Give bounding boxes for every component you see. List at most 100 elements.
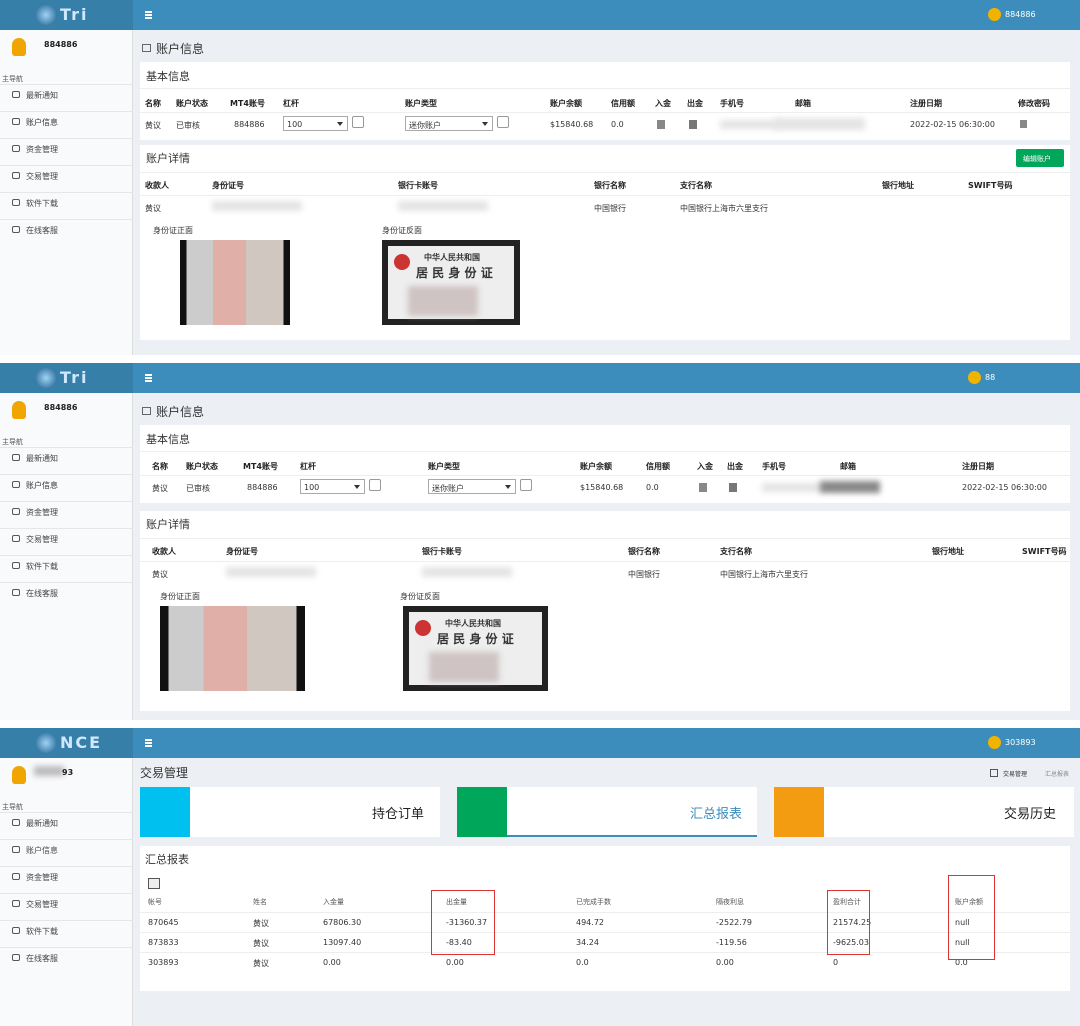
- nav-item[interactable]: 资金管理: [26, 508, 58, 517]
- column-header: 出金: [727, 462, 743, 471]
- avatar: [12, 38, 26, 56]
- edit-button[interactable]: 编辑账户: [1016, 149, 1064, 167]
- nav-item[interactable]: 在线客服: [26, 954, 58, 963]
- nav-icon[interactable]: [12, 900, 20, 907]
- column-header: 已完成手数: [576, 898, 611, 906]
- logo-bar: Tri: [0, 363, 133, 393]
- nav-icon[interactable]: [12, 873, 20, 880]
- details-box: 账户详情 编辑账户 收款人 身份证号 银行卡账号 银行名称 支行名称 银行地址 SWIFT号码黄…: [140, 145, 1070, 340]
- column-header: 银行卡账号: [398, 181, 438, 190]
- nav-divider: [0, 555, 133, 556]
- tab[interactable]: 汇总报表: [457, 787, 757, 837]
- nav-icon[interactable]: [12, 145, 20, 152]
- nav-item[interactable]: 软件下载: [26, 927, 58, 936]
- column-header: 账户类型: [405, 99, 437, 108]
- tab-label[interactable]: 交易历史: [1004, 807, 1057, 822]
- cell-branch: 中国银行上海市六里支行: [680, 204, 768, 213]
- menu-toggle[interactable]: [145, 742, 152, 744]
- menu-toggle[interactable]: [145, 11, 152, 13]
- user-avatar[interactable]: [968, 371, 981, 384]
- nav-item[interactable]: 软件下载: [26, 562, 58, 571]
- nav-icon[interactable]: [12, 535, 20, 542]
- edit-icon[interactable]: [369, 479, 381, 491]
- nav-item[interactable]: 账户信息: [26, 481, 58, 490]
- cell: 21574.25: [833, 918, 872, 927]
- tab[interactable]: 交易历史: [774, 787, 1074, 837]
- nav-icon[interactable]: [12, 589, 20, 596]
- menu-toggle[interactable]: [145, 17, 152, 19]
- calendar-icon[interactable]: [148, 878, 160, 889]
- nav-icon[interactable]: [12, 846, 20, 853]
- select[interactable]: 100: [300, 479, 365, 494]
- nav-icon[interactable]: [12, 927, 20, 934]
- nav-icon[interactable]: [12, 481, 20, 488]
- nav-icon[interactable]: [12, 454, 20, 461]
- nav-item[interactable]: 在线客服: [26, 226, 58, 235]
- nav-item[interactable]: 资金管理: [26, 873, 58, 882]
- nav-item[interactable]: 最新通知: [26, 819, 58, 828]
- section-title: 汇总报表: [145, 853, 189, 866]
- section-title: 账户详情: [146, 518, 190, 531]
- tab[interactable]: 持仓订单: [140, 787, 440, 837]
- nav-item[interactable]: 最新通知: [26, 454, 58, 463]
- cell-reg-date: 2022-02-15 06:30:00: [962, 483, 1047, 492]
- user-avatar[interactable]: [988, 736, 1001, 749]
- nav-icon[interactable]: [12, 819, 20, 826]
- cell-balance: $15840.68: [580, 483, 624, 492]
- menu-toggle[interactable]: [145, 739, 152, 741]
- row-divider: [140, 195, 1070, 196]
- nav-icon[interactable]: [12, 508, 20, 515]
- nav-icon[interactable]: [12, 118, 20, 125]
- nav-item[interactable]: 交易管理: [26, 535, 58, 544]
- user-name[interactable]: 88: [985, 373, 996, 382]
- blurred-area: [212, 201, 302, 211]
- select[interactable]: 迷你账户: [428, 479, 516, 494]
- tab-label[interactable]: 持仓订单: [372, 807, 425, 822]
- nav-icon[interactable]: [12, 562, 20, 569]
- logo-text: Tri: [60, 368, 89, 387]
- nav-item[interactable]: 账户信息: [26, 846, 58, 855]
- user-name[interactable]: 303893: [1005, 738, 1036, 747]
- nav-icon[interactable]: [12, 91, 20, 98]
- lock-icon[interactable]: [1020, 120, 1027, 128]
- nav-item[interactable]: 最新通知: [26, 91, 58, 100]
- user-name[interactable]: 884886: [1005, 10, 1036, 19]
- edit-icon[interactable]: [497, 116, 509, 128]
- nav-item[interactable]: 交易管理: [26, 900, 58, 909]
- nav-item[interactable]: 资金管理: [26, 145, 58, 154]
- nav-icon[interactable]: [12, 954, 20, 961]
- breadcrumb: 汇总报表: [1045, 771, 1070, 778]
- nav-icon[interactable]: [12, 226, 20, 233]
- edit-icon[interactable]: [352, 116, 364, 128]
- column-header: 邮箱: [840, 462, 856, 471]
- nav-divider: [0, 839, 133, 840]
- nav-item[interactable]: 在线客服: [26, 589, 58, 598]
- nav-item[interactable]: 账户信息: [26, 118, 58, 127]
- menu-toggle[interactable]: [145, 377, 152, 379]
- divider: [140, 538, 1070, 539]
- nav-item[interactable]: 软件下载: [26, 199, 58, 208]
- withdraw-icon[interactable]: [689, 120, 697, 129]
- select[interactable]: 迷你账户: [405, 116, 493, 131]
- cell: 黄议: [253, 939, 269, 948]
- select[interactable]: 100: [283, 116, 348, 131]
- user-avatar[interactable]: [988, 8, 1001, 21]
- withdraw-icon[interactable]: [729, 483, 737, 492]
- column-header: 收款人: [145, 181, 169, 190]
- menu-toggle[interactable]: [145, 374, 152, 376]
- blurred-area: [429, 652, 499, 682]
- row-divider: [140, 561, 1070, 562]
- menu-toggle[interactable]: [145, 745, 152, 747]
- tab-label[interactable]: 汇总报表: [690, 807, 743, 822]
- cell-name: 黄议: [145, 121, 161, 130]
- edit-icon[interactable]: [520, 479, 532, 491]
- deposit-icon[interactable]: [699, 483, 707, 492]
- deposit-icon[interactable]: [657, 120, 665, 129]
- menu-toggle[interactable]: [145, 380, 152, 382]
- blurred-area: [398, 201, 488, 211]
- menu-toggle[interactable]: [145, 14, 152, 16]
- nav-item[interactable]: 交易管理: [26, 172, 58, 181]
- nav-icon[interactable]: [12, 172, 20, 179]
- nav-icon[interactable]: [12, 199, 20, 206]
- column-header: 账户余额: [955, 898, 983, 906]
